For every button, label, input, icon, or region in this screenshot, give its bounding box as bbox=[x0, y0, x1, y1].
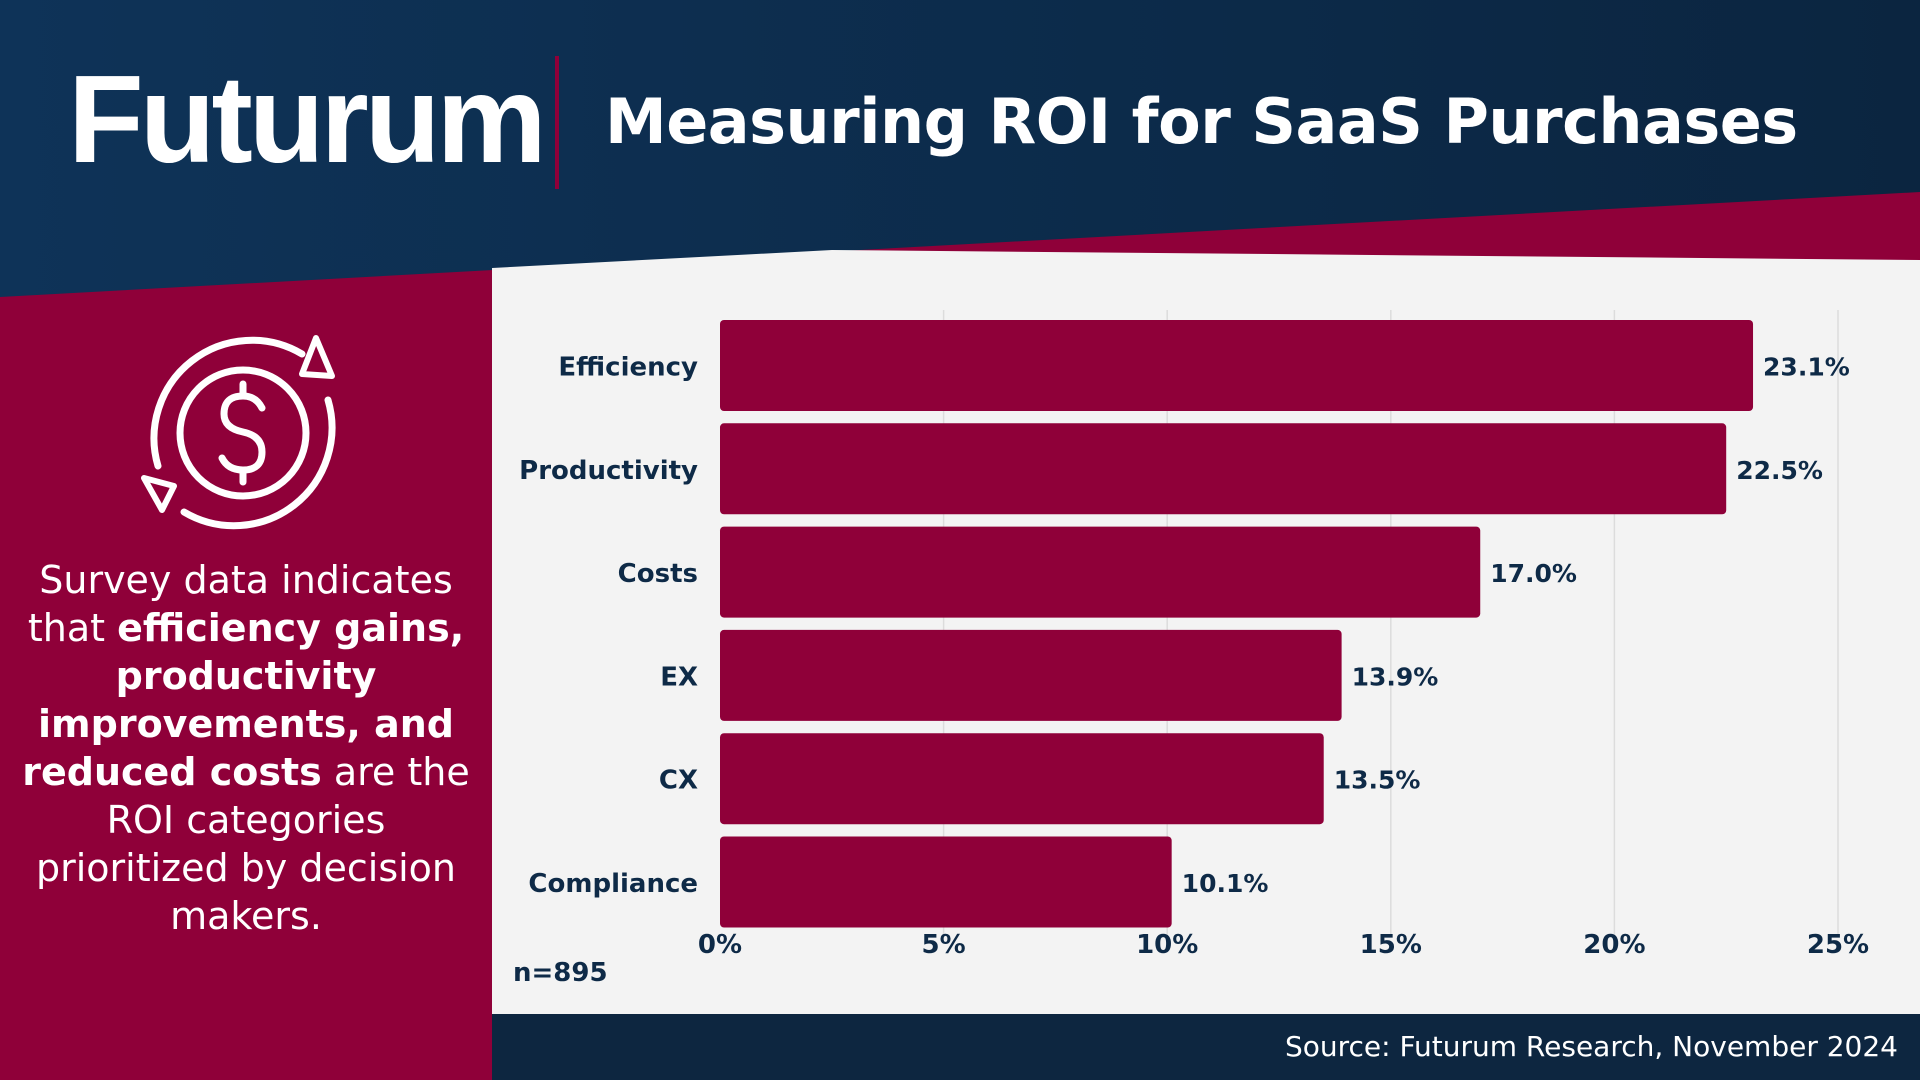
data-label: 22.5% bbox=[1736, 456, 1823, 485]
data-label: 23.1% bbox=[1763, 353, 1850, 382]
roi-bar-chart: Efficiency 23.1% Productivity 22.5% Costs 17.… bbox=[519, 310, 1869, 960]
summary-text-highlight: efficiency gains, productivity improveme… bbox=[22, 606, 465, 794]
source-footer: Source: Futurum Research, November 2024 bbox=[1284, 1030, 1898, 1063]
dollar-s bbox=[218, 392, 266, 474]
bar bbox=[720, 320, 1754, 411]
coin-circle bbox=[176, 366, 310, 500]
bar bbox=[720, 423, 1727, 515]
page-title: Measuring ROI for SaaS Purchases bbox=[605, 85, 1798, 158]
data-label: 13.9% bbox=[1352, 662, 1439, 691]
category-label: Efficiency bbox=[558, 353, 698, 383]
x-tick-label: 15% bbox=[1360, 930, 1422, 960]
x-tick-label: 5% bbox=[922, 930, 966, 960]
futurum-logo: Futurum bbox=[68, 51, 547, 189]
arrow-head-top bbox=[299, 335, 335, 379]
x-tick-label: 0% bbox=[698, 930, 742, 960]
bar bbox=[720, 526, 1481, 618]
sample-size-label: n=895 bbox=[513, 958, 608, 988]
dollar-cycle-icon bbox=[141, 335, 336, 530]
cycle-arc-bottom bbox=[180, 396, 336, 530]
x-tick-label: 10% bbox=[1136, 930, 1198, 960]
summary-text-part: Survey data indicates that bbox=[27, 558, 453, 650]
bar bbox=[720, 733, 1324, 825]
bar bbox=[720, 629, 1342, 721]
summary-text: Survey data indicates that efficiency ga… bbox=[20, 556, 472, 940]
data-label: 13.5% bbox=[1334, 766, 1421, 795]
data-label: 17.0% bbox=[1490, 559, 1577, 588]
cycle-arc-top bbox=[150, 336, 306, 470]
data-label: 10.1% bbox=[1182, 869, 1269, 898]
category-label: CX bbox=[659, 766, 698, 796]
category-label: Compliance bbox=[528, 869, 698, 899]
footer-bar bbox=[492, 1014, 1920, 1080]
category-label: Costs bbox=[618, 559, 698, 589]
category-label: Productivity bbox=[519, 456, 698, 486]
summary-text-part: are the ROI categories prioritized by de… bbox=[35, 750, 470, 938]
header-divider bbox=[555, 56, 559, 189]
x-tick-label: 20% bbox=[1583, 930, 1645, 960]
x-tick-label: 25% bbox=[1807, 930, 1869, 960]
arrow-head-bottom bbox=[141, 475, 177, 513]
bar bbox=[720, 836, 1172, 928]
category-label: EX bbox=[660, 662, 698, 692]
